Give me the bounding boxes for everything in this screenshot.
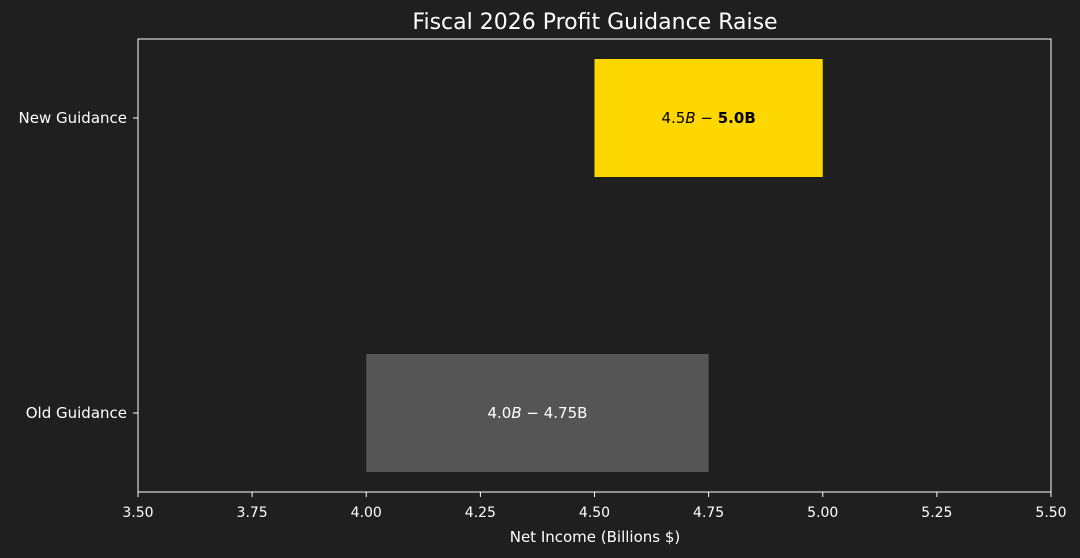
y-category-label: New Guidance xyxy=(19,109,127,127)
range-label-new-guidance: 4.5B − 5.0B xyxy=(661,109,755,127)
x-tick-label: 5.50 xyxy=(1035,505,1066,521)
x-tick-label: 5.00 xyxy=(807,505,838,521)
y-category-label: Old Guidance xyxy=(26,404,127,422)
range-label-old-guidance: 4.0B − 4.75B xyxy=(487,404,587,422)
x-tick-label: 3.50 xyxy=(122,505,153,521)
x-tick-label: 4.75 xyxy=(693,505,724,521)
x-tick-label: 4.25 xyxy=(465,505,496,521)
x-tick-label: 3.75 xyxy=(237,505,268,521)
x-tick-label: 4.50 xyxy=(579,505,610,521)
chart-title: Fiscal 2026 Profit Guidance Raise xyxy=(412,10,777,35)
x-tick-label: 4.00 xyxy=(351,505,382,521)
x-tick-label: 5.25 xyxy=(921,505,952,521)
x-axis-label: Net Income (Billions $) xyxy=(510,528,681,546)
